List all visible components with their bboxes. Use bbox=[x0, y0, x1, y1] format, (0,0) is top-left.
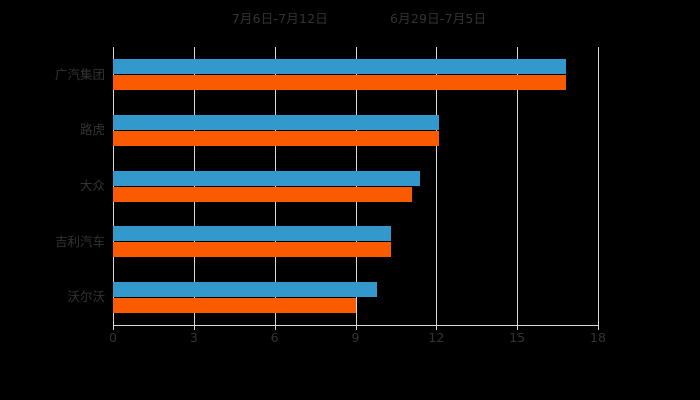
y-axis-label-大众: 大众 bbox=[79, 178, 105, 193]
bar-group bbox=[113, 59, 598, 91]
x-axis-tick-labels: 0 3 6 9 12 15 18 bbox=[109, 330, 606, 350]
gridline-x-5 bbox=[517, 47, 519, 325]
bar-group bbox=[113, 281, 598, 313]
bar-大众-series-1[interactable] bbox=[113, 186, 413, 202]
y-axis-category-labels: 广汽集团路虎大众吉利汽车沃尔沃 bbox=[0, 47, 105, 325]
x-tick-label-3: 3 bbox=[189, 330, 198, 345]
legend-item-series-0[interactable]: 7月6日-7月12日 bbox=[214, 10, 328, 26]
x-tick-label-9: 9 bbox=[351, 330, 360, 345]
legend-marker-square-icon bbox=[372, 14, 383, 25]
legend-label-series-0: 7月6日-7月12日 bbox=[231, 10, 328, 26]
bar-路虎-series-1[interactable] bbox=[113, 130, 440, 146]
bar-吉利汽车-series-1[interactable] bbox=[113, 242, 391, 258]
x-tick-mark-4 bbox=[436, 325, 438, 330]
bar-group bbox=[113, 226, 598, 258]
gridline-x-4 bbox=[436, 47, 438, 325]
gridline-x-2 bbox=[274, 47, 276, 325]
bar-沃尔沃-series-1[interactable] bbox=[113, 297, 356, 313]
bar-吉利汽车-series-0[interactable] bbox=[113, 226, 391, 242]
x-tick-label-12: 12 bbox=[428, 330, 445, 345]
x-tick-mark-2 bbox=[274, 325, 276, 330]
bar-group bbox=[113, 170, 598, 202]
gridline-x-0 bbox=[113, 47, 114, 325]
bar-大众-series-0[interactable] bbox=[113, 170, 421, 186]
x-tick-label-0: 0 bbox=[109, 330, 117, 345]
y-axis-label-吉利汽车: 吉利汽车 bbox=[54, 233, 105, 249]
plot-area bbox=[113, 47, 599, 330]
x-tick-label-18: 18 bbox=[590, 330, 606, 345]
gridline-x-3 bbox=[355, 47, 357, 325]
x-tick-label-6: 6 bbox=[270, 330, 279, 345]
bar-沃尔沃-series-0[interactable] bbox=[113, 281, 378, 297]
x-tick-mark-3 bbox=[355, 325, 357, 330]
legend-item-series-1[interactable]: 6月29日-7月5日 bbox=[372, 10, 487, 26]
y-axis-label-广汽集团: 广汽集团 bbox=[54, 66, 105, 82]
x-tick-mark-5 bbox=[517, 325, 519, 330]
bar-路虎-series-0[interactable] bbox=[113, 114, 440, 130]
chart-legend: 7月6日-7月12日 6月29日-7月5日 bbox=[0, 8, 700, 30]
legend-marker-circle-icon bbox=[214, 14, 225, 25]
gridline-x-6 bbox=[598, 47, 599, 325]
legend-label-series-1: 6月29日-7月5日 bbox=[390, 10, 487, 26]
gridline-x-1 bbox=[193, 47, 195, 325]
x-tick-mark-6 bbox=[598, 325, 599, 330]
bar-广汽集团-series-0[interactable] bbox=[113, 59, 566, 75]
x-tick-mark-0 bbox=[113, 325, 114, 330]
bar-group bbox=[113, 114, 598, 146]
x-tick-label-15: 15 bbox=[509, 330, 526, 345]
y-axis-label-沃尔沃: 沃尔沃 bbox=[67, 289, 105, 305]
x-tick-mark-1 bbox=[193, 325, 195, 330]
bar-广汽集团-series-1[interactable] bbox=[113, 75, 566, 91]
y-axis-label-路虎: 路虎 bbox=[79, 122, 105, 138]
